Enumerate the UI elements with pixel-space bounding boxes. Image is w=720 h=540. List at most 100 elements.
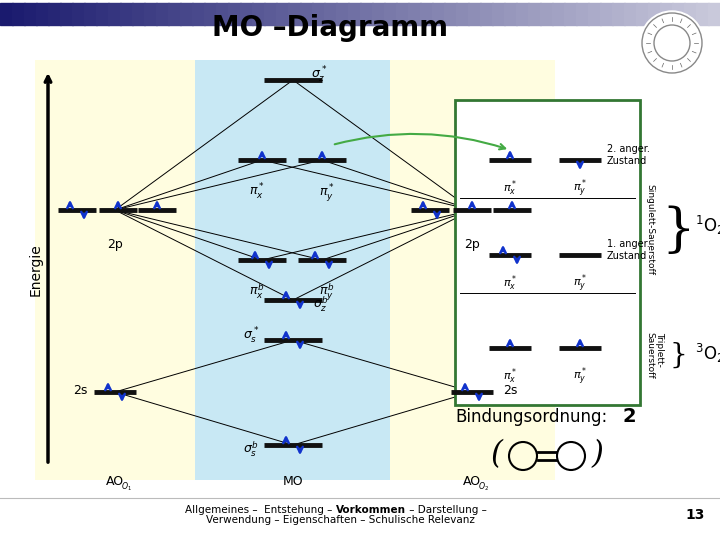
Text: AO: AO bbox=[106, 475, 124, 488]
Text: }: } bbox=[669, 341, 687, 368]
Bar bbox=[156, 3, 169, 25]
Bar bbox=[708, 3, 720, 25]
Bar bbox=[672, 3, 685, 25]
Bar bbox=[120, 3, 133, 25]
Bar bbox=[660, 3, 673, 25]
Bar bbox=[192, 3, 205, 25]
Text: $\pi_y^*$: $\pi_y^*$ bbox=[573, 178, 588, 200]
Text: $\pi_y^*$: $\pi_y^*$ bbox=[573, 273, 588, 295]
Text: $\pi_y^b$: $\pi_y^b$ bbox=[320, 282, 335, 303]
Bar bbox=[240, 3, 253, 25]
Text: MO –Diagramm: MO –Diagramm bbox=[212, 14, 448, 42]
Text: Verwendung – Eigenschaften – Schulische Relevanz: Verwendung – Eigenschaften – Schulische … bbox=[206, 515, 474, 525]
Bar bbox=[252, 3, 265, 25]
Text: 1. anger.
Zustand: 1. anger. Zustand bbox=[607, 239, 649, 261]
Bar bbox=[390, 60, 555, 480]
Bar bbox=[612, 3, 625, 25]
Bar bbox=[276, 3, 289, 25]
Bar bbox=[144, 3, 157, 25]
Text: 2p: 2p bbox=[107, 238, 123, 251]
Bar bbox=[420, 3, 433, 25]
Text: 13: 13 bbox=[685, 508, 705, 522]
Text: (: ( bbox=[491, 440, 503, 470]
Bar bbox=[35, 60, 195, 480]
Text: $^1$O$_2$: $^1$O$_2$ bbox=[695, 213, 720, 237]
Bar bbox=[504, 3, 517, 25]
Bar bbox=[552, 3, 565, 25]
Bar bbox=[24, 3, 37, 25]
Text: $^3$O$_2$: $^3$O$_2$ bbox=[695, 341, 720, 365]
Bar bbox=[300, 3, 313, 25]
Bar bbox=[96, 3, 109, 25]
Text: MO: MO bbox=[283, 475, 303, 488]
Bar bbox=[72, 3, 85, 25]
Bar bbox=[432, 3, 445, 25]
Text: $_{O_1}$: $_{O_1}$ bbox=[122, 480, 132, 494]
Text: 2p: 2p bbox=[464, 238, 480, 251]
Bar bbox=[636, 3, 649, 25]
Text: Allgemeines –  Entstehung –: Allgemeines – Entstehung – bbox=[185, 505, 336, 515]
Bar bbox=[588, 3, 601, 25]
Text: $\sigma_s^b$: $\sigma_s^b$ bbox=[243, 440, 258, 458]
Bar bbox=[168, 3, 181, 25]
Bar bbox=[228, 3, 241, 25]
Text: $_{O_2}$: $_{O_2}$ bbox=[478, 480, 490, 494]
Text: Singulett-Sauerstoff: Singulett-Sauerstoff bbox=[645, 185, 654, 275]
Bar bbox=[12, 3, 25, 25]
Bar bbox=[456, 3, 469, 25]
Bar bbox=[480, 3, 493, 25]
Text: $\pi_x^*$: $\pi_x^*$ bbox=[503, 366, 517, 386]
Bar bbox=[0, 3, 13, 25]
Bar bbox=[348, 3, 361, 25]
Bar bbox=[48, 3, 61, 25]
Text: $\sigma_z^b$: $\sigma_z^b$ bbox=[313, 294, 328, 314]
Bar bbox=[600, 3, 613, 25]
Text: Energie: Energie bbox=[29, 244, 43, 296]
Text: 2: 2 bbox=[623, 408, 636, 427]
Text: $\pi_y^*$: $\pi_y^*$ bbox=[319, 182, 335, 204]
Bar bbox=[324, 3, 337, 25]
Bar bbox=[360, 3, 373, 25]
Bar bbox=[576, 3, 589, 25]
Text: 2. anger.
Zustand: 2. anger. Zustand bbox=[607, 144, 650, 166]
Text: Triplett-
Sauerstoff: Triplett- Sauerstoff bbox=[645, 332, 665, 379]
Bar bbox=[195, 60, 390, 480]
Bar bbox=[492, 3, 505, 25]
Text: Bindungsordnung:: Bindungsordnung: bbox=[455, 408, 607, 426]
Bar bbox=[455, 100, 640, 405]
Text: $\pi_y^*$: $\pi_y^*$ bbox=[573, 366, 588, 388]
Circle shape bbox=[640, 11, 704, 75]
Bar bbox=[60, 3, 73, 25]
Bar bbox=[684, 3, 697, 25]
Text: 2s: 2s bbox=[73, 384, 87, 397]
Text: AO: AO bbox=[463, 475, 481, 488]
Bar bbox=[0, 25, 720, 500]
Bar bbox=[396, 3, 409, 25]
Bar bbox=[108, 3, 121, 25]
Text: ): ) bbox=[591, 440, 603, 470]
Bar bbox=[216, 3, 229, 25]
Bar bbox=[84, 3, 97, 25]
Bar bbox=[204, 3, 217, 25]
Bar bbox=[312, 3, 325, 25]
Text: $\pi_x^*$: $\pi_x^*$ bbox=[249, 182, 265, 202]
Bar bbox=[564, 3, 577, 25]
Bar bbox=[180, 3, 193, 25]
Text: $\pi_x^b$: $\pi_x^b$ bbox=[249, 282, 265, 301]
Bar bbox=[444, 3, 457, 25]
Bar bbox=[624, 3, 637, 25]
Bar bbox=[468, 3, 481, 25]
Bar bbox=[408, 3, 421, 25]
Text: Vorkommen: Vorkommen bbox=[336, 505, 405, 515]
Bar bbox=[288, 3, 301, 25]
Bar bbox=[372, 3, 385, 25]
Bar bbox=[696, 3, 709, 25]
Text: – Darstellung –: – Darstellung – bbox=[405, 505, 487, 515]
Bar bbox=[528, 3, 541, 25]
Text: $\pi_x^*$: $\pi_x^*$ bbox=[503, 273, 517, 293]
Bar bbox=[540, 3, 553, 25]
Text: $\sigma_z^*$: $\sigma_z^*$ bbox=[311, 65, 328, 85]
Bar bbox=[516, 3, 529, 25]
Bar bbox=[36, 3, 49, 25]
Bar bbox=[264, 3, 277, 25]
